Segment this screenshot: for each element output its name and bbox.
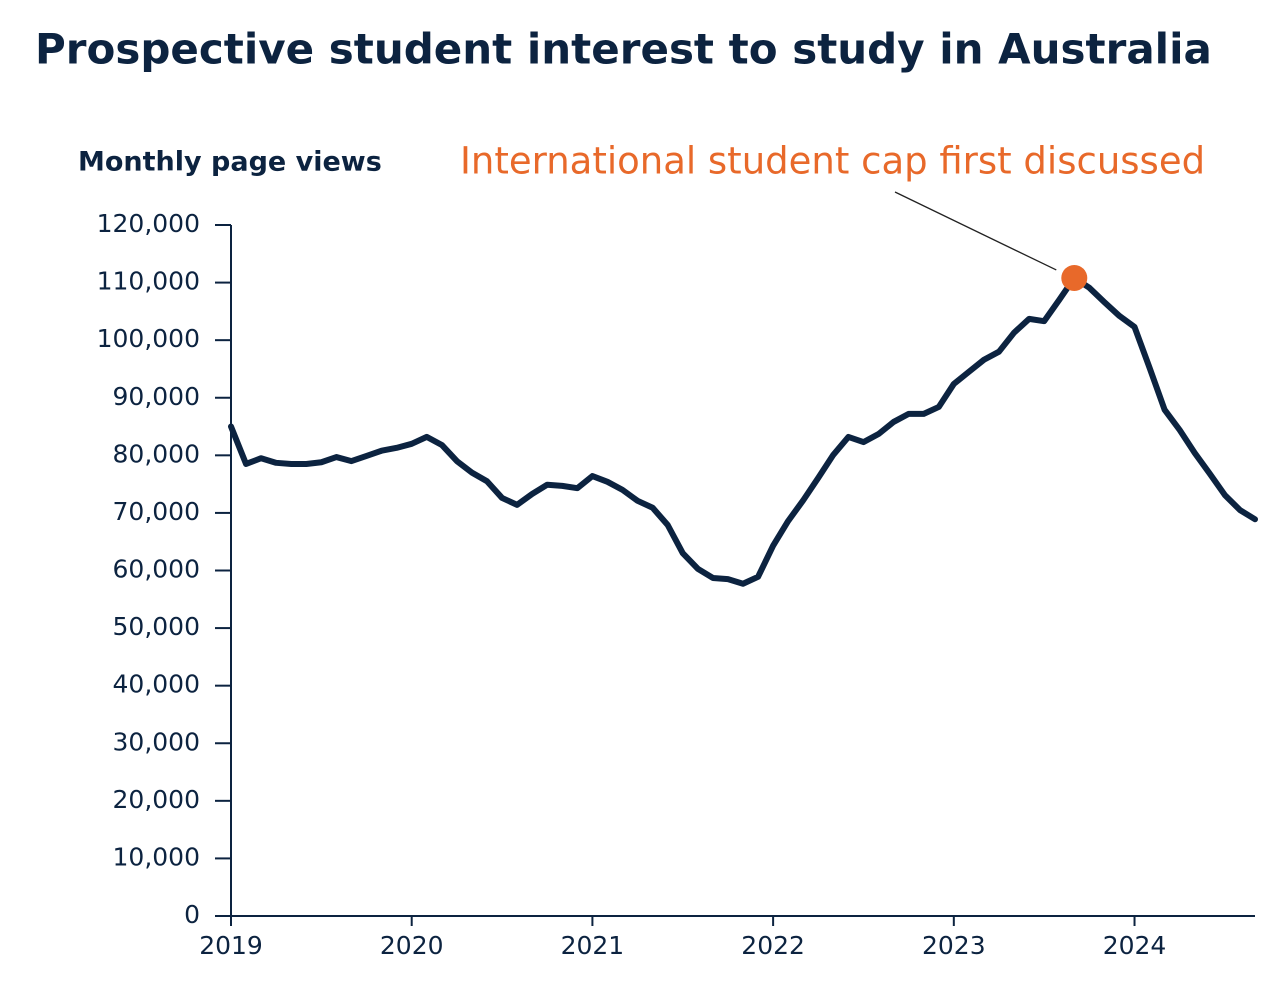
x-tick-label: 2021 (561, 931, 625, 960)
y-tick-label: 30,000 (113, 727, 200, 756)
y-tick-label: 120,000 (97, 209, 200, 238)
line (228, 274, 1258, 587)
y-tick-label: 70,000 (113, 497, 200, 526)
x-tick-label: 2019 (199, 931, 263, 960)
y-tick-label: 110,000 (97, 267, 200, 296)
y-tick-label: 20,000 (113, 785, 200, 814)
y-tick-label: 0 (184, 900, 200, 929)
y-tick-label: 50,000 (113, 612, 200, 641)
y-axis-title: Monthly page views (78, 147, 382, 178)
annotation-text: International student cap first discusse… (460, 140, 1205, 183)
y-tick-label: 10,000 (113, 842, 200, 871)
annotation-dot (1061, 264, 1088, 291)
x-tick-label: 2024 (1103, 931, 1167, 960)
y-tick-label: 100,000 (97, 324, 200, 353)
y-tick-label: 40,000 (113, 670, 200, 699)
x-tick-label: 2022 (741, 931, 805, 960)
x-tick-label: 2020 (380, 931, 444, 960)
chart-title: Prospective student interest to study in… (35, 25, 1212, 74)
y-tick-label: 90,000 (113, 382, 200, 411)
annotation-leader (894, 191, 1057, 271)
y-tick-label: 80,000 (113, 439, 200, 468)
x-tick-label: 2023 (922, 931, 986, 960)
y-tick-label: 60,000 (113, 555, 200, 584)
